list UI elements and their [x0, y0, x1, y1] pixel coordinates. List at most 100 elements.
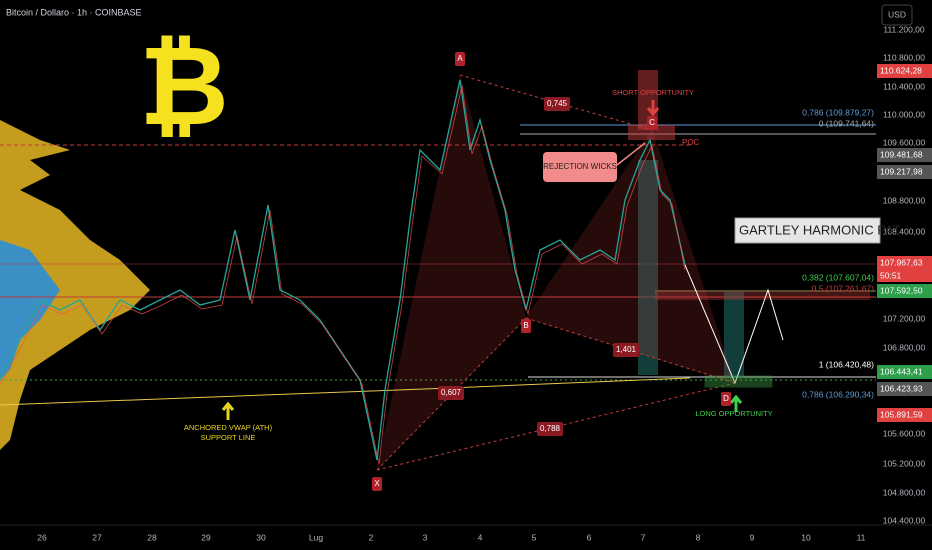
- price-tag: 107.967,63: [880, 257, 923, 267]
- price-label: 109.600,00: [883, 137, 926, 147]
- point-label: A: [457, 54, 463, 63]
- rejection-box: [543, 152, 617, 182]
- price-label: 104.800,00: [883, 487, 926, 497]
- price-label: 104.400,00: [883, 515, 926, 525]
- pattern-ratios: 0,745 1,401 0,607 0,788: [438, 97, 639, 436]
- long-zone: [704, 375, 773, 388]
- price-tag-bg: [877, 64, 932, 78]
- fib-label: 0 (109.741,64): [819, 118, 874, 128]
- time-label: 7: [641, 532, 646, 542]
- ratio-badge: [613, 343, 639, 357]
- point-badge: [647, 116, 657, 130]
- point-badge: [455, 52, 465, 66]
- time-label: 8: [696, 532, 701, 542]
- price-tag-bg: [877, 148, 932, 162]
- price-tag-bg: [877, 270, 932, 282]
- fib-label: 0,382 (107.607,04): [802, 272, 874, 282]
- point-badge: [372, 477, 382, 491]
- fib-labels: 0,786 (109.879,27)0 (109.741,64) 0,382 (1…: [802, 107, 874, 399]
- point-label: D: [723, 394, 729, 403]
- ratio-badge: [438, 386, 464, 400]
- time-label: 4: [478, 532, 483, 542]
- short-label: SHORT OPPORTUNITY: [612, 88, 694, 97]
- poc-zone: [628, 125, 675, 140]
- volume-profile: [0, 120, 150, 450]
- time-label: 5: [532, 532, 537, 542]
- long-label: LONG OPPORTUNITY: [695, 409, 772, 418]
- point-label: C: [649, 118, 655, 127]
- time-label: 9: [750, 532, 755, 542]
- price-tag: 109.217,98: [880, 166, 923, 176]
- rejection-label: REJECTION WICKS: [543, 162, 617, 171]
- fib-label: 1 (106.420,48): [819, 359, 874, 369]
- arrow-up: [729, 394, 743, 412]
- point-label: B: [523, 321, 528, 330]
- price-tag: 109.481,68: [880, 149, 923, 159]
- time-label: 28: [147, 532, 157, 542]
- price-label: 106.800,00: [883, 342, 926, 352]
- currency-button[interactable]: [881, 4, 913, 26]
- ratio-badge: [544, 97, 570, 111]
- price-axis-labels: 111.200,00 110.800,00 110.400,00 110.000,00…: [883, 24, 926, 525]
- time-label: 27: [92, 532, 102, 542]
- price-tag: 105.891,59: [880, 409, 923, 419]
- time-label: 26: [37, 532, 47, 542]
- zone: [655, 290, 870, 300]
- fib-label: 0,786 (106.290,34): [802, 389, 874, 399]
- fib-label: 0,786 (109.879,27): [802, 107, 874, 117]
- price-label: 111.200,00: [883, 24, 925, 34]
- header-title: Bitcoin / Dollaro · 1h · COINBASE: [6, 7, 142, 17]
- pattern-name-box: [734, 217, 881, 244]
- price-tag-bg: [877, 408, 932, 422]
- price-path: [0, 85, 686, 465]
- arrow-up: [221, 401, 235, 420]
- time-axis-labels: 26 27 28 29 30 Lug 2 3 4 5 6 7 8 9 10 11: [37, 532, 865, 542]
- callout-pointer: [616, 142, 646, 166]
- price-tag: 106.443,41: [880, 366, 923, 376]
- projection-path: [684, 264, 784, 385]
- ratio-label: 1,401: [616, 345, 637, 354]
- time-label: 29: [201, 532, 211, 542]
- point-badge: [721, 392, 731, 406]
- price-label: 110.400,00: [883, 81, 925, 91]
- poc-label: POC: [682, 138, 700, 147]
- price-tag-bg: [877, 284, 932, 298]
- price-path: [0, 79, 686, 461]
- price-label: 110.000,00: [883, 109, 925, 119]
- price-tag: 50:51: [880, 270, 902, 280]
- arrow-down: [646, 100, 660, 117]
- vwap-label: SUPPORT LINE: [201, 433, 256, 442]
- price-tag-bg: [877, 256, 932, 270]
- currency[interactable]: USD: [888, 9, 906, 19]
- zone: [724, 292, 744, 378]
- time-label: 6: [587, 532, 592, 542]
- ratio-label: 0,745: [547, 99, 568, 108]
- time-label: 3: [423, 532, 428, 542]
- time-label: Lug: [309, 532, 323, 542]
- pattern-points: X A B C D: [372, 52, 731, 491]
- price-label: 110.800,00: [883, 52, 925, 62]
- price-label: 105.600,00: [883, 428, 926, 438]
- price-tag: 110.624,28: [880, 65, 922, 75]
- bitcoin-logo: ₿: [139, 25, 229, 148]
- time-label: 30: [256, 532, 266, 542]
- price-tag: 106.423,93: [880, 383, 923, 393]
- price-label: 108.400,00: [883, 226, 926, 236]
- ratio-label: 0,788: [540, 424, 561, 433]
- fib-label: 0,5 (107.261,67): [812, 283, 875, 293]
- price-tags: 110.624,28 109.481,68 109.217,98 107.967,63…: [877, 64, 932, 422]
- time-label: 11: [857, 532, 866, 542]
- price-tag-bg: [877, 382, 932, 396]
- vwap-label: ANCHORED VWAP (ATH): [184, 423, 273, 432]
- point-badge: [521, 319, 531, 333]
- price-label: 108.800,00: [883, 195, 926, 205]
- point-label: X: [374, 479, 380, 488]
- time-label: 10: [801, 532, 811, 542]
- ratio-label: 0,607: [441, 388, 462, 397]
- time-label: 2: [369, 532, 374, 542]
- price-label: 107.200,00: [883, 313, 926, 323]
- price-label: 105.200,00: [883, 458, 926, 468]
- price-tag-bg: [877, 365, 932, 379]
